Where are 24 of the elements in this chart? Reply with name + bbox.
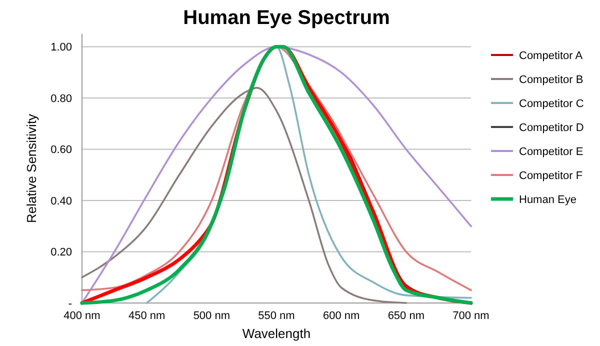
x-tick-label: 400 nm — [64, 310, 100, 322]
x-tick-label: 600 nm — [322, 310, 360, 322]
x-tick-label: 500 nm — [193, 310, 230, 322]
y-axis-title: Relative Sensitivity — [24, 113, 39, 224]
x-tick-label: 450 nm — [128, 310, 166, 322]
y-tick-label: 0.80 — [50, 92, 72, 105]
line-series — [81, 86, 408, 304]
legend-label: Competitor C — [519, 98, 584, 110]
y-tick-label: 0.20 — [50, 246, 72, 259]
chart-title: Human Eye Spectrum — [183, 7, 390, 29]
legend-label: Competitor E — [519, 146, 584, 158]
legend-label: Human Eye — [519, 194, 576, 206]
x-tick-label: 700 nm — [452, 310, 490, 322]
x-tick-label: 550 nm — [258, 310, 295, 322]
legend-label: Competitor F — [519, 170, 583, 182]
x-axis-title: Wavelength — [242, 326, 311, 341]
y-tick-label: 0.60 — [50, 144, 72, 156]
y-tick-label: - — [68, 298, 72, 310]
y-tick-label: 0.40 — [50, 195, 72, 208]
x-tick-label: 650 nm — [388, 310, 425, 322]
legend-label: Competitor A — [519, 50, 584, 62]
legend-label: Competitor B — [519, 74, 584, 86]
legend-label: Competitor D — [519, 122, 584, 134]
y-tick-label: 1.00 — [50, 42, 72, 54]
